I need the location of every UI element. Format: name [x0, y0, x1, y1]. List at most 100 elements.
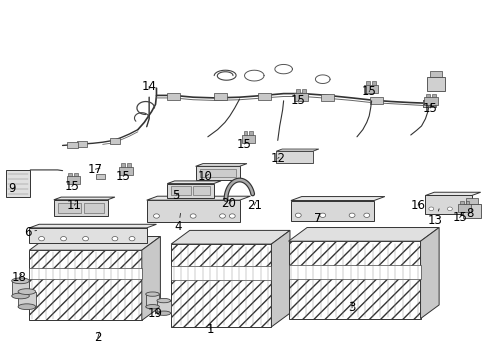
Bar [67, 142, 78, 148]
Text: 15: 15 [116, 170, 130, 183]
Text: 20: 20 [221, 197, 236, 210]
Polygon shape [171, 230, 289, 244]
Bar [127, 163, 131, 167]
Text: 10: 10 [198, 170, 212, 183]
Polygon shape [420, 228, 438, 319]
Text: 5: 5 [172, 189, 180, 202]
Bar [290, 201, 373, 221]
Text: 2: 2 [94, 331, 102, 344]
Bar [295, 89, 299, 93]
Bar [121, 168, 131, 174]
Circle shape [112, 237, 118, 241]
Polygon shape [271, 230, 289, 327]
Text: 9: 9 [8, 183, 16, 195]
Bar [193, 186, 210, 195]
Text: 19: 19 [148, 307, 163, 320]
Bar [424, 97, 437, 105]
Circle shape [153, 214, 159, 218]
Bar [276, 151, 312, 163]
Text: 14: 14 [142, 80, 156, 93]
Text: 17: 17 [88, 163, 102, 176]
Polygon shape [167, 181, 221, 184]
Bar [58, 203, 81, 213]
Bar [423, 100, 434, 107]
Bar [293, 93, 307, 101]
Text: 7: 7 [313, 212, 321, 225]
Bar [288, 241, 420, 319]
Bar [29, 250, 142, 320]
Text: 4: 4 [174, 213, 182, 233]
Text: 15: 15 [422, 102, 437, 114]
Circle shape [229, 214, 235, 218]
Polygon shape [146, 196, 250, 200]
Bar [294, 94, 306, 100]
Bar [426, 94, 429, 97]
Bar [462, 204, 480, 218]
Bar [425, 195, 471, 214]
Circle shape [190, 214, 196, 218]
Circle shape [363, 213, 369, 217]
Circle shape [348, 213, 354, 217]
Bar [429, 71, 441, 77]
Bar [288, 265, 420, 279]
Polygon shape [142, 237, 160, 320]
Text: 21: 21 [246, 199, 261, 212]
Bar [365, 81, 369, 85]
Bar [459, 201, 463, 204]
Bar [66, 176, 80, 184]
Text: 15: 15 [290, 94, 305, 107]
Text: 1: 1 [206, 323, 214, 336]
Bar [257, 93, 270, 100]
Circle shape [461, 207, 466, 211]
Ellipse shape [157, 311, 170, 315]
Bar [171, 186, 190, 195]
Bar [241, 135, 255, 143]
Ellipse shape [145, 305, 159, 309]
Bar [459, 205, 468, 210]
Circle shape [447, 207, 451, 211]
Bar [249, 131, 253, 135]
Bar [167, 184, 213, 198]
Bar [29, 268, 142, 279]
Bar [465, 201, 468, 204]
Text: 13: 13 [427, 209, 442, 227]
Bar [242, 136, 254, 142]
Text: 6: 6 [24, 226, 37, 239]
Bar [109, 138, 120, 144]
Bar [431, 94, 435, 97]
Ellipse shape [18, 304, 36, 310]
Ellipse shape [157, 298, 170, 303]
Bar [371, 81, 375, 85]
Bar [195, 166, 239, 180]
Circle shape [82, 237, 88, 241]
Ellipse shape [18, 289, 36, 294]
Bar [95, 174, 105, 179]
Text: 15: 15 [64, 180, 79, 193]
Bar [145, 294, 159, 307]
Bar [422, 100, 435, 107]
Ellipse shape [12, 293, 29, 299]
Bar [157, 301, 170, 313]
Polygon shape [29, 224, 156, 228]
Polygon shape [276, 149, 318, 151]
Bar [213, 93, 226, 100]
Text: 8: 8 [465, 207, 472, 220]
Circle shape [319, 213, 325, 217]
Circle shape [295, 213, 301, 217]
Bar [457, 204, 470, 212]
Text: 15: 15 [361, 85, 376, 98]
Bar [77, 141, 87, 147]
Bar [6, 170, 30, 197]
Bar [68, 173, 72, 176]
Bar [18, 292, 36, 307]
Bar [171, 266, 271, 280]
Bar [68, 178, 78, 183]
Bar [363, 85, 377, 93]
Bar [301, 89, 305, 93]
Polygon shape [288, 228, 438, 241]
Bar [29, 228, 146, 243]
Ellipse shape [145, 292, 159, 296]
Bar [369, 97, 382, 104]
Circle shape [39, 237, 44, 241]
Bar [12, 281, 29, 296]
